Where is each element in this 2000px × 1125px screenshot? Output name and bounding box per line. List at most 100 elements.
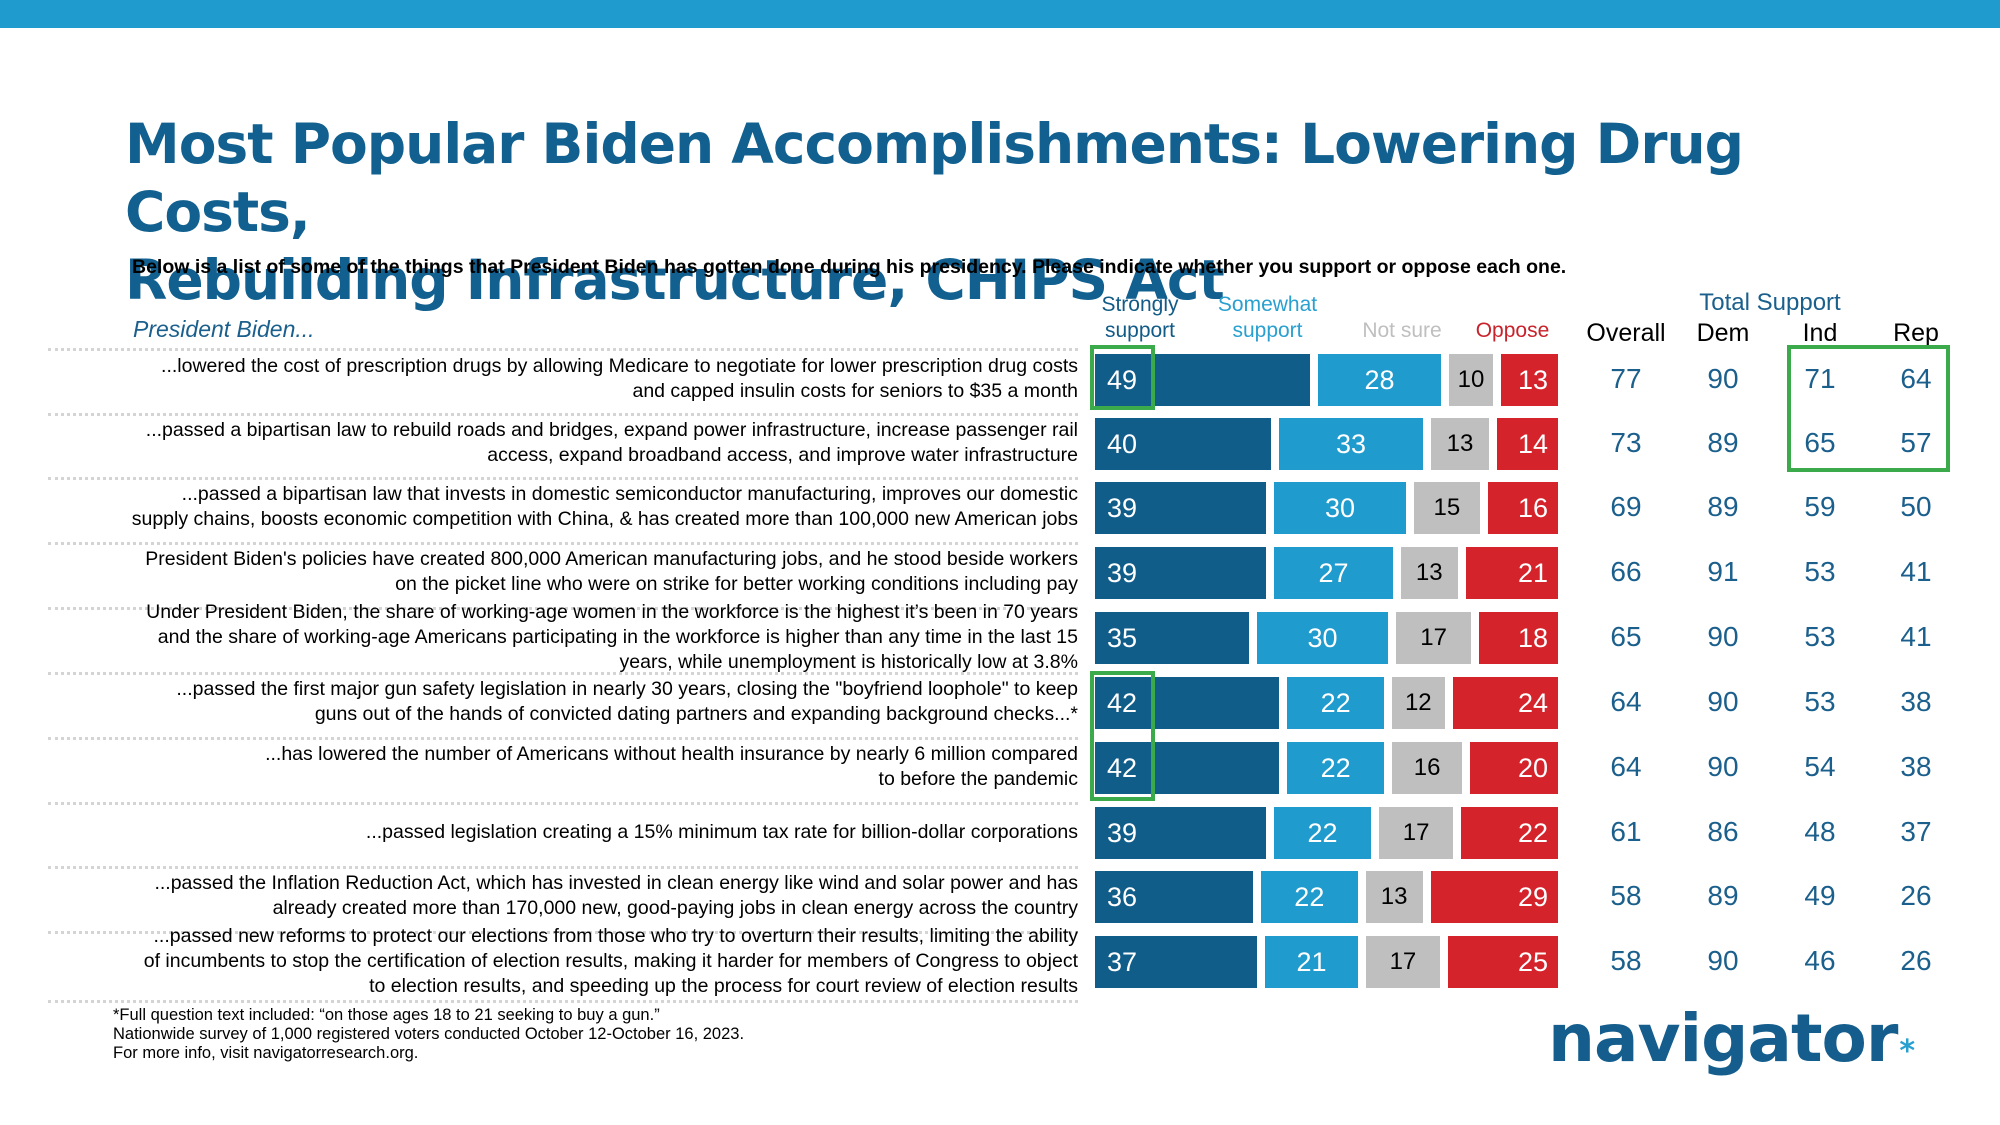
legend-oppose: Oppose [1475,319,1550,342]
total-support-overall: 69 [1610,491,1642,522]
question-subtitle: Below is a list of some of the things th… [132,256,1567,278]
total-support-ind: 53 [1804,621,1836,652]
statement-label-line: and the share of working-age Americans p… [157,625,1078,648]
total-support-rep: 37 [1900,816,1932,847]
bar-strongly-support: 39 [1095,482,1267,534]
bar-not-sure: 17 [1365,936,1441,988]
bar-somewhat-support: 33 [1278,418,1424,470]
statement-label-line: and capped insulin costs for seniors to … [632,380,1078,402]
legend-not-sure: Not sure [1362,319,1442,342]
bar-not-sure: 15 [1413,482,1480,534]
total-support-ind: 65 [1804,427,1836,458]
statement-label-line: ...passed the first major gun safety leg… [176,678,1078,700]
bar-not-sure: 12 [1391,677,1445,729]
statement-label: ...passed the first major gun safety leg… [48,677,1078,727]
bar-strongly-support: 42 [1095,742,1280,794]
row-separator [48,1000,1078,1003]
bar-not-sure: 10 [1449,354,1493,406]
bar-not-sure: 13 [1400,547,1458,599]
total-support-dem: 86 [1707,816,1739,847]
total-support-rep: 38 [1900,686,1932,717]
statement-label: ...lowered the cost of prescription drug… [48,354,1078,404]
highlight-box-ind-rep [1787,345,1950,472]
statement-label-line: ...passed a bipartisan law to rebuild ro… [145,419,1078,441]
bar-somewhat-support: 21 [1265,936,1358,988]
column-header-dem: Dem [1696,319,1750,347]
row-separator [48,931,1078,934]
bar-oppose: 20 [1470,742,1558,794]
logo-text: navigator [1548,1000,1898,1077]
total-support-dem: 90 [1707,751,1739,782]
statement-label-line: to election results, and speeding up the… [369,974,1078,997]
statement-label: ...passed a bipartisan law to rebuild ro… [48,418,1078,468]
total-support-overall: 77 [1610,363,1642,394]
bar-oppose: 21 [1465,547,1558,599]
statement-label-line: guns out of the hands of convicted datin… [314,703,1078,725]
bar-oppose: 18 [1478,612,1558,664]
total-support-overall: 58 [1610,945,1642,976]
bar-strongly-support: 39 [1095,547,1267,599]
footnote-line-2: Nationwide survey of 1,000 registered vo… [113,1025,745,1043]
footnote-line-1: *Full question text included: “on those … [113,1006,660,1024]
bar-somewhat-support: 22 [1287,677,1384,729]
bar-oppose: 24 [1452,677,1558,729]
statement-label: ...passed a bipartisan law that invests … [48,482,1078,532]
statement-label: ...passed the Inflation Reduction Act, w… [48,871,1078,921]
total-support-dem: 89 [1707,880,1739,911]
legend-somewhat-line1: Somewhat [1217,293,1318,316]
total-support-dem: 89 [1707,491,1739,522]
navigator-logo: navigator* [1548,1000,1915,1077]
statement-label: ...has lowered the number of Americans w… [48,742,1078,792]
bar-not-sure: 13 [1431,418,1489,470]
statement-label-line: supply chains, boosts economic competiti… [131,508,1078,530]
bar-not-sure: 17 [1396,612,1471,664]
legend-strongly-support: Strongly support [1095,292,1185,344]
column-header-overall: Overall [1586,319,1666,347]
statement-label-line: ...passed new reforms to protect our ele… [153,924,1078,947]
column-header-ind: Ind [1802,319,1838,347]
statement-label-line: President Biden's policies have created … [145,548,1078,570]
bar-somewhat-support: 28 [1318,354,1442,406]
total-support-rep: 41 [1900,556,1932,587]
logo-asterisk-icon: * [1899,1034,1915,1069]
bar-somewhat-support: 30 [1256,612,1389,664]
statement-label-line: ...has lowered the number of Americans w… [265,743,1078,765]
statement-label-line: already created more than 170,000 new, g… [272,897,1078,919]
statement-label-line: ...passed the Inflation Reduction Act, w… [154,872,1078,894]
total-support-rep: 57 [1900,427,1932,458]
row-separator [48,542,1078,545]
total-support-ind: 46 [1804,945,1836,976]
bar-oppose: 22 [1461,807,1558,859]
column-header-rep: Rep [1893,319,1939,347]
row-separator [48,737,1078,740]
total-support-dem: 90 [1707,363,1739,394]
total-support-dem: 89 [1707,427,1739,458]
bar-somewhat-support: 22 [1261,871,1358,923]
bar-strongly-support: 37 [1095,936,1258,988]
row-separator [48,802,1078,805]
total-support-rep: 64 [1900,363,1932,394]
statement-label: President Biden's policies have created … [48,547,1078,597]
bar-strongly-support: 39 [1095,807,1267,859]
bar-not-sure: 16 [1391,742,1463,794]
bar-somewhat-support: 27 [1274,547,1393,599]
total-support-ind: 53 [1804,686,1836,717]
row-separator [48,607,1078,610]
legend-strongly-line1: Strongly [1101,293,1179,316]
total-support-overall: 66 [1610,556,1642,587]
legend-strongly-line2: support [1104,319,1176,342]
bar-somewhat-support: 30 [1274,482,1406,534]
statement-label: ...passed new reforms to protect our ele… [48,924,1078,999]
total-support-header: Total Support [1699,289,1841,316]
bar-strongly-support: 42 [1095,677,1280,729]
bar-oppose: 16 [1487,482,1558,534]
total-support-rep: 26 [1900,880,1932,911]
statement-label-line: ...passed legislation creating a 15% min… [365,820,1078,843]
bar-strongly-support: 49 [1095,354,1311,406]
legend-somewhat-line2: support [1232,319,1303,342]
total-support-ind: 48 [1804,816,1836,847]
statement-label: Under President Biden, the share of work… [48,600,1078,675]
top-accent-bar [0,0,2000,28]
title-line-1: Most Popular Biden Accomplishments: Lowe… [125,112,1744,244]
statement-label-line: on the picket line who were on strike fo… [395,573,1078,595]
